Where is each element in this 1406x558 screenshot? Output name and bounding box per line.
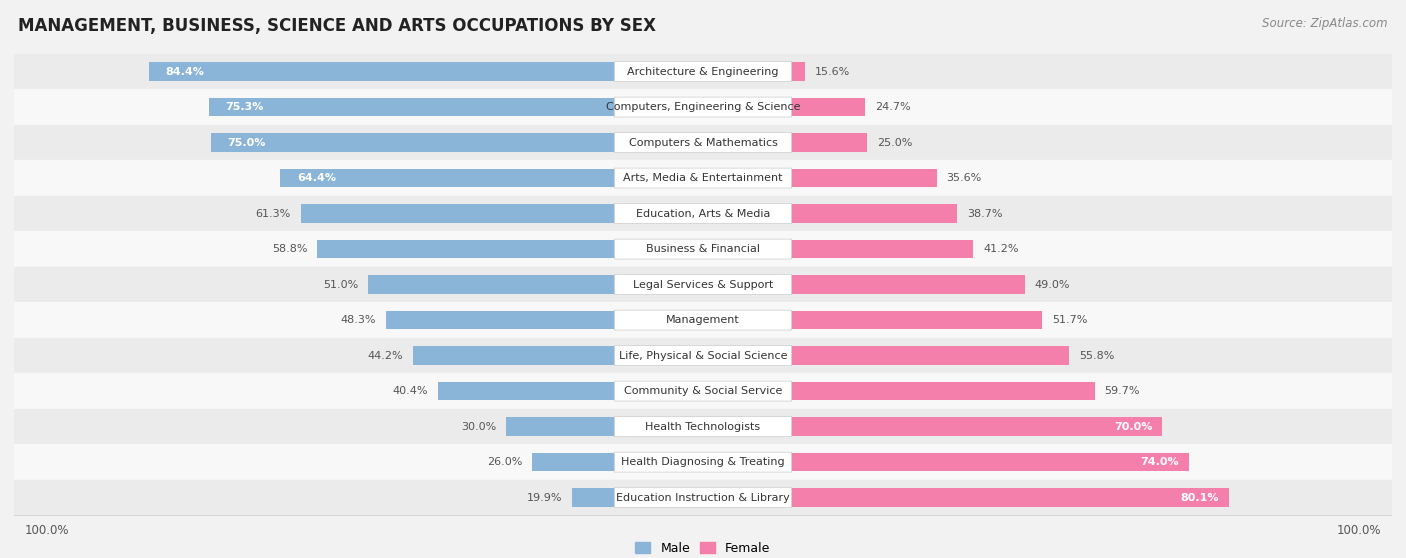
Text: Architecture & Engineering: Architecture & Engineering: [627, 66, 779, 76]
Text: 75.3%: 75.3%: [225, 102, 264, 112]
Text: 51.7%: 51.7%: [1052, 315, 1087, 325]
FancyBboxPatch shape: [614, 168, 792, 188]
Text: MANAGEMENT, BUSINESS, SCIENCE AND ARTS OCCUPATIONS BY SEX: MANAGEMENT, BUSINESS, SCIENCE AND ARTS O…: [18, 17, 657, 35]
Bar: [14, 125, 1392, 160]
Bar: [506, 417, 703, 436]
Bar: [301, 204, 703, 223]
Bar: [572, 488, 703, 507]
Bar: [703, 347, 1069, 365]
Bar: [703, 417, 1163, 436]
Bar: [703, 62, 806, 81]
FancyBboxPatch shape: [614, 204, 792, 224]
Text: 19.9%: 19.9%: [527, 493, 562, 503]
Bar: [703, 169, 936, 187]
Bar: [318, 240, 703, 258]
Bar: [14, 54, 1392, 89]
FancyBboxPatch shape: [614, 239, 792, 259]
Bar: [703, 275, 1025, 294]
Bar: [533, 453, 703, 472]
Text: 75.0%: 75.0%: [228, 137, 266, 147]
Bar: [149, 62, 703, 81]
Bar: [14, 338, 1392, 373]
Text: 84.4%: 84.4%: [166, 66, 204, 76]
FancyBboxPatch shape: [614, 61, 792, 81]
FancyBboxPatch shape: [614, 417, 792, 436]
FancyBboxPatch shape: [614, 133, 792, 152]
FancyBboxPatch shape: [614, 488, 792, 508]
FancyBboxPatch shape: [614, 275, 792, 295]
Text: 64.4%: 64.4%: [297, 173, 336, 183]
Bar: [703, 488, 1229, 507]
Text: 26.0%: 26.0%: [488, 457, 523, 467]
Bar: [14, 302, 1392, 338]
Text: 58.8%: 58.8%: [271, 244, 308, 254]
Text: 74.0%: 74.0%: [1140, 457, 1178, 467]
Text: Education Instruction & Library: Education Instruction & Library: [616, 493, 790, 503]
Legend: Male, Female: Male, Female: [636, 542, 770, 555]
Bar: [703, 240, 973, 258]
Text: 41.2%: 41.2%: [983, 244, 1019, 254]
Text: 61.3%: 61.3%: [256, 209, 291, 219]
Bar: [14, 373, 1392, 409]
Text: Business & Financial: Business & Financial: [645, 244, 761, 254]
Bar: [209, 98, 703, 116]
Text: 55.8%: 55.8%: [1078, 350, 1115, 360]
Text: Management: Management: [666, 315, 740, 325]
Bar: [14, 89, 1392, 125]
Bar: [703, 98, 865, 116]
Text: Health Technologists: Health Technologists: [645, 422, 761, 432]
Text: Computers & Mathematics: Computers & Mathematics: [628, 137, 778, 147]
Text: 48.3%: 48.3%: [340, 315, 377, 325]
Bar: [703, 133, 868, 152]
Bar: [14, 409, 1392, 444]
Bar: [703, 382, 1095, 400]
Text: Legal Services & Support: Legal Services & Support: [633, 280, 773, 290]
Text: 40.4%: 40.4%: [392, 386, 427, 396]
Bar: [14, 160, 1392, 196]
Bar: [14, 480, 1392, 516]
Text: 30.0%: 30.0%: [461, 422, 496, 432]
FancyBboxPatch shape: [614, 97, 792, 117]
Bar: [703, 311, 1042, 329]
Text: 44.2%: 44.2%: [367, 350, 404, 360]
FancyBboxPatch shape: [614, 310, 792, 330]
Text: Education, Arts & Media: Education, Arts & Media: [636, 209, 770, 219]
FancyBboxPatch shape: [614, 381, 792, 401]
Text: Health Diagnosing & Treating: Health Diagnosing & Treating: [621, 457, 785, 467]
Text: 80.1%: 80.1%: [1180, 493, 1219, 503]
Text: Life, Physical & Social Science: Life, Physical & Social Science: [619, 350, 787, 360]
Text: 59.7%: 59.7%: [1105, 386, 1140, 396]
Bar: [280, 169, 703, 187]
Bar: [368, 275, 703, 294]
Text: Computers, Engineering & Science: Computers, Engineering & Science: [606, 102, 800, 112]
Bar: [703, 204, 957, 223]
Bar: [211, 133, 703, 152]
Bar: [703, 453, 1188, 472]
FancyBboxPatch shape: [614, 345, 792, 365]
Text: 35.6%: 35.6%: [946, 173, 981, 183]
Text: 15.6%: 15.6%: [815, 66, 851, 76]
Text: 70.0%: 70.0%: [1114, 422, 1153, 432]
Text: Community & Social Service: Community & Social Service: [624, 386, 782, 396]
Text: 25.0%: 25.0%: [877, 137, 912, 147]
Bar: [14, 444, 1392, 480]
Text: 24.7%: 24.7%: [875, 102, 911, 112]
Bar: [14, 196, 1392, 232]
Bar: [413, 347, 703, 365]
Bar: [387, 311, 703, 329]
Bar: [14, 267, 1392, 302]
Text: Source: ZipAtlas.com: Source: ZipAtlas.com: [1263, 17, 1388, 30]
Bar: [437, 382, 703, 400]
FancyBboxPatch shape: [614, 452, 792, 472]
Text: 49.0%: 49.0%: [1035, 280, 1070, 290]
Bar: [14, 232, 1392, 267]
Text: 38.7%: 38.7%: [967, 209, 1002, 219]
Text: 51.0%: 51.0%: [323, 280, 359, 290]
Text: Arts, Media & Entertainment: Arts, Media & Entertainment: [623, 173, 783, 183]
